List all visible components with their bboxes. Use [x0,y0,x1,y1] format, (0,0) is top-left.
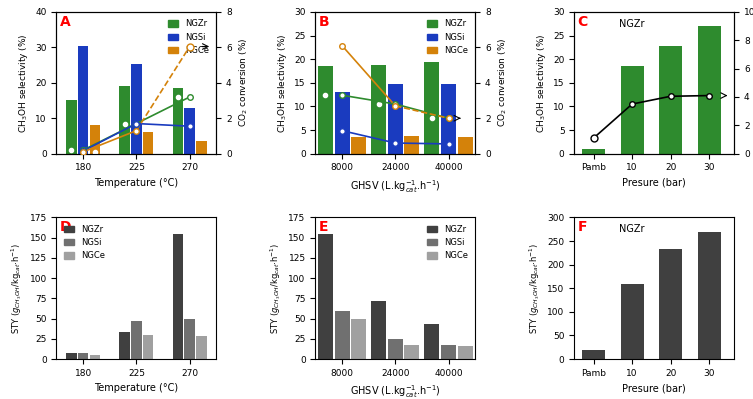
Bar [334,310,349,359]
Y-axis label: CO$_2$ conversion (%): CO$_2$ conversion (%) [237,38,250,128]
Bar [184,108,195,154]
Bar [90,124,100,154]
Text: F: F [578,220,587,234]
Y-axis label: STY ($g_{CH_{3}OH}$/kg$_{cat}$$\cdot$h$^{-1}$): STY ($g_{CH_{3}OH}$/kg$_{cat}$$\cdot$h$^… [527,243,542,334]
Bar [425,324,440,359]
Bar [620,66,644,154]
Bar [404,136,419,154]
Bar [131,64,142,154]
Bar [131,321,142,359]
Text: C: C [578,15,588,29]
Text: D: D [59,220,72,234]
Bar [582,149,605,154]
Bar [90,355,100,359]
Bar [458,346,473,359]
Bar [351,319,366,359]
Legend: NGZr, NGSi, NGCe: NGZr, NGSi, NGCe [424,221,471,264]
Bar [66,353,77,359]
Bar [388,84,403,154]
Bar [371,65,386,154]
Bar [334,92,349,154]
Legend: NGZr, NGSi, NGCe: NGZr, NGSi, NGCe [165,16,212,58]
Y-axis label: STY ($g_{CH_{3}OH}$/kg$_{cat}$$\cdot$h$^{-1}$): STY ($g_{CH_{3}OH}$/kg$_{cat}$$\cdot$h$^… [268,243,283,334]
Bar [404,344,419,359]
Y-axis label: CH$_3$OH selectivity (%): CH$_3$OH selectivity (%) [535,33,547,132]
X-axis label: Presure (bar): Presure (bar) [623,383,686,393]
Bar [172,88,183,154]
Bar [196,141,206,154]
Bar [582,350,605,359]
Bar [120,332,130,359]
Bar [659,249,682,359]
Bar [697,26,721,154]
Bar [425,61,440,154]
Bar [441,84,456,154]
Y-axis label: STY ($g_{CH_{3}OH}$/kg$_{cat}$$\cdot$h$^{-1}$): STY ($g_{CH_{3}OH}$/kg$_{cat}$$\cdot$h$^… [9,243,24,334]
Bar [659,46,682,154]
Bar [143,335,154,359]
Bar [441,344,456,359]
Text: A: A [59,15,71,29]
Bar [697,231,721,359]
X-axis label: Temperature (°C): Temperature (°C) [94,383,178,393]
Bar [318,66,333,154]
Bar [318,233,333,359]
Bar [78,353,88,359]
Bar [351,137,366,154]
Bar [196,336,206,359]
Y-axis label: CH$_3$OH selectivity (%): CH$_3$OH selectivity (%) [276,33,288,132]
X-axis label: Presure (bar): Presure (bar) [623,178,686,188]
X-axis label: Temperature (°C): Temperature (°C) [94,178,178,188]
Bar [388,339,403,359]
Y-axis label: CH$_3$OH selectivity (%): CH$_3$OH selectivity (%) [17,33,29,132]
Bar [78,45,88,154]
Bar [184,319,195,359]
Y-axis label: CO$_2$ conversion (%): CO$_2$ conversion (%) [496,38,509,128]
X-axis label: GHSV (L.kg$_{cat}^{-1}$.h$^{-1}$): GHSV (L.kg$_{cat}^{-1}$.h$^{-1}$) [350,383,441,399]
Bar [172,233,183,359]
Bar [120,86,130,154]
Text: NGZr: NGZr [619,19,645,29]
Legend: NGZr, NGSi, NGCe: NGZr, NGSi, NGCe [61,221,108,264]
Bar [371,301,386,359]
X-axis label: GHSV (L.kg$_{cat}^{-1}$.h$^{-1}$): GHSV (L.kg$_{cat}^{-1}$.h$^{-1}$) [350,178,441,195]
Bar [66,100,77,154]
Text: E: E [319,220,328,234]
Bar [143,132,154,154]
Bar [458,136,473,154]
Text: B: B [319,15,329,29]
Text: NGZr: NGZr [619,225,645,235]
Bar [620,284,644,359]
Legend: NGZr, NGSi, NGCe: NGZr, NGSi, NGCe [424,16,471,58]
